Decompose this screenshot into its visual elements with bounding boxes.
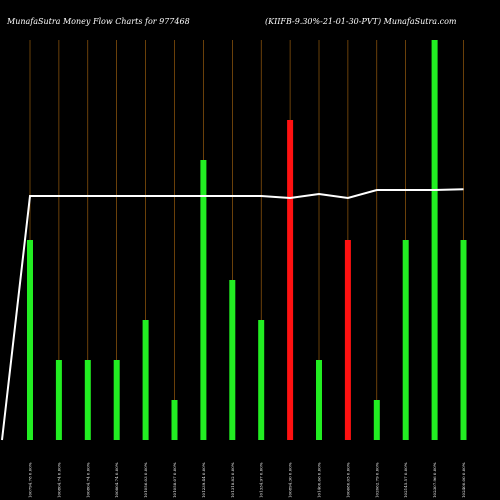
x-tick-label: 101400.66 0.00% <box>317 462 322 498</box>
bar <box>171 400 178 440</box>
bar <box>287 120 294 440</box>
x-tick-label: 100804.74 0.00% <box>114 462 119 498</box>
x-tick-label: 100804.74 0.00% <box>56 462 61 498</box>
bars <box>27 40 467 440</box>
x-tick-label: 100680.05 0.00% <box>345 462 350 498</box>
x-tick-label: 102062.79 0.00% <box>374 462 379 498</box>
bar <box>200 160 207 440</box>
bar <box>402 240 409 440</box>
x-tick-label: 102307.96 0.00% <box>432 462 437 498</box>
x-tick-label: 100794.78 0.00% <box>28 462 33 498</box>
x-tick-label: 101318.82 0.00% <box>230 462 235 498</box>
x-tick-label: 101334.97 0.00% <box>259 462 264 498</box>
bar <box>316 360 322 440</box>
x-tick-label: 102145.57 0.00% <box>403 462 408 498</box>
flow-line-group <box>1 188 464 441</box>
chart-title-right: (KIIFB-9.30%-21-01-30-PVT) MunafaSutra.c… <box>265 17 457 26</box>
money-flow-line <box>1 188 464 441</box>
gridlines <box>29 40 464 440</box>
bar <box>258 320 265 440</box>
chart-title-left: MunafaSutra Money Flow Charts for 977468 <box>6 17 190 26</box>
bar <box>460 240 467 440</box>
bar <box>55 360 62 440</box>
x-tick-labels: 100794.78 0.00% 100804.74 0.00% 100804.74 … <box>28 462 467 498</box>
bar <box>373 400 380 440</box>
bar <box>27 240 33 440</box>
x-tick-label: 100804.74 0.00% <box>85 462 90 498</box>
x-tick-label: 102400.00 0.00% <box>461 462 466 498</box>
x-tick-label: 100894.30 0.00% <box>288 462 293 498</box>
x-tick-label: 101056.03 0.00% <box>143 462 148 498</box>
bar <box>84 360 91 440</box>
x-tick-label: 101239.44 0.00% <box>201 462 206 498</box>
bar <box>142 320 149 440</box>
bar <box>229 280 236 440</box>
x-tick-label: 101058.07 0.00% <box>172 462 177 498</box>
bar <box>431 40 438 440</box>
bar <box>113 360 120 440</box>
bar <box>344 240 351 440</box>
